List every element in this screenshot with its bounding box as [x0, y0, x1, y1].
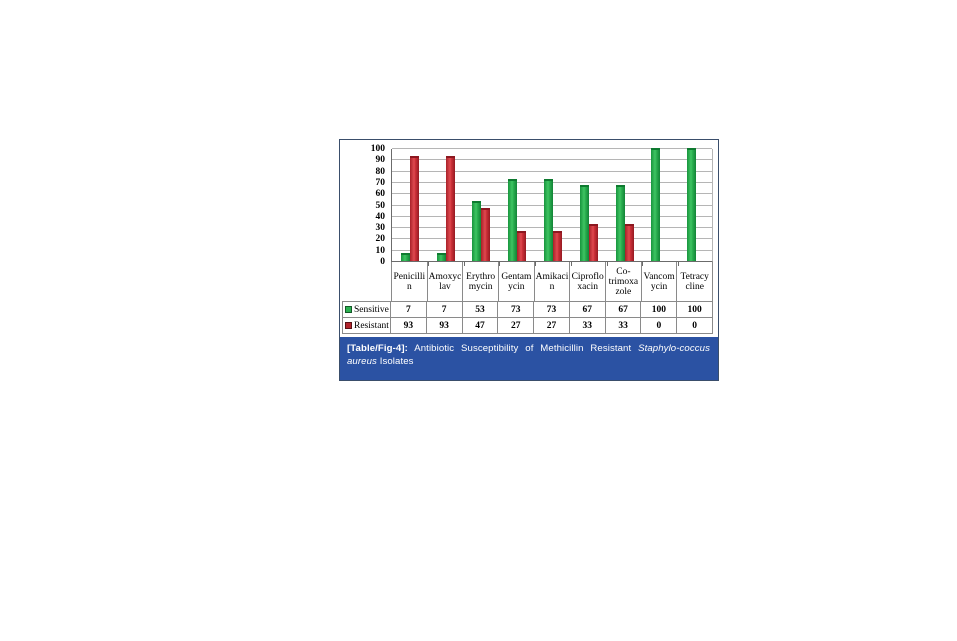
bar-resistant-amikacin [553, 230, 562, 261]
value-sensitive-amikacin: 73 [534, 302, 570, 317]
value-resistant-gentamycin: 27 [498, 318, 535, 333]
value-resistant-ciprofloxacin: 33 [570, 318, 606, 333]
figure-caption: [Table/Fig-4]: Antibiotic Susceptibility… [340, 337, 718, 380]
value-resistant-penicillin: 93 [391, 318, 427, 333]
value-resistant-amikacin: 27 [534, 318, 570, 333]
value-sensitive-vancomycin: 100 [641, 302, 678, 317]
y-tick-label-40: 40 [375, 211, 386, 222]
y-axis: 0 10 20 30 40 50 60 70 80 90 100 [340, 144, 387, 267]
value-resistant-tetracycline: 0 [677, 318, 714, 333]
category-label-co-trimoxazole: Co-trimoxa zole [606, 262, 642, 301]
caption-organism: Staphylo-coccus aureus [347, 343, 710, 367]
legend-label-resistant: Resistant [342, 318, 391, 333]
gridline-80 [392, 170, 712, 172]
y-tick-label-10: 10 [375, 245, 386, 256]
value-sensitive-penicillin: 7 [391, 302, 427, 317]
gridline-100 [392, 148, 712, 149]
value-resistant-amoxyclav: 93 [427, 318, 463, 333]
figure-table-fig4: 0 10 20 30 40 50 60 70 80 90 100 Penicilli n Amoxyc l… [339, 139, 719, 381]
y-tick-label-60: 60 [375, 189, 386, 200]
legend-series-name: Resistant [354, 320, 389, 331]
bar-sensitive-erythromycin [472, 201, 482, 261]
legend-swatch-resistant-icon [345, 322, 352, 329]
bar-sensitive-gentamycin [508, 178, 518, 261]
x-axis-tick [642, 262, 644, 266]
bar-resistant-amoxyclav [445, 155, 455, 261]
category-label-penicillin: Penicilli n [391, 262, 428, 301]
category-label-erythromycin: Erythro mycin [463, 262, 500, 301]
category-label-vancomycin: Vancom ycin [642, 262, 678, 301]
x-axis-tick [606, 262, 608, 266]
table-row-resistant: Resistant 93 93 47 27 27 33 33 0 0 [342, 318, 714, 334]
category-label-ciprofloxacin: Ciproflo xacin [570, 262, 607, 301]
value-resistant-erythromycin: 47 [463, 318, 499, 333]
bar-sensitive-amikacin [544, 178, 553, 261]
category-label-amoxyclav: Amoxyc lav [428, 262, 464, 301]
value-sensitive-ciprofloxacin: 67 [570, 302, 606, 317]
bar-sensitive-co-trimoxazole [615, 185, 625, 261]
bar-sensitive-amoxyclav [436, 253, 446, 261]
value-sensitive-tetracycline: 100 [677, 302, 714, 317]
bar-resistant-erythromycin [481, 207, 491, 261]
bar-sensitive-penicillin [400, 253, 410, 261]
category-label-gentamycin: Gentam ycin [499, 262, 535, 301]
caption-suffix: Isolates [379, 356, 414, 367]
category-label-tetracycline: Tetracy cline [677, 262, 714, 301]
value-resistant-vancomycin: 0 [641, 318, 678, 333]
y-tick-label-80: 80 [375, 166, 386, 177]
category-header-row: Penicilli n Amoxyc lav Erythro mycin Gentam yci… [391, 262, 714, 301]
table-row-sensitive: Sensitive 7 7 53 73 73 67 67 100 100 [342, 302, 714, 318]
value-sensitive-erythromycin: 53 [463, 302, 499, 317]
bar-resistant-gentamycin [517, 230, 527, 261]
value-resistant-co-trimoxazole: 33 [606, 318, 642, 333]
bar-sensitive-ciprofloxacin [579, 185, 589, 261]
plot-area [391, 148, 713, 266]
category-label-amikacin: Amikaci n [535, 262, 571, 301]
x-axis-tick [427, 262, 429, 266]
legend-label-sensitive: Sensitive [342, 302, 391, 317]
caption-text: Antibiotic Susceptibility of Methicillin… [414, 343, 632, 354]
bar-sensitive-vancomycin [651, 148, 661, 261]
caption-tag: [Table/Fig-4]: [347, 343, 408, 354]
value-sensitive-amoxyclav: 7 [427, 302, 463, 317]
bar-resistant-penicillin [409, 155, 419, 261]
y-tick-label-100: 100 [370, 144, 385, 154]
y-tick-label-30: 30 [375, 223, 386, 234]
x-axis-tick [535, 262, 537, 266]
bar-resistant-co-trimoxazole [624, 223, 634, 261]
x-axis-tick [463, 262, 465, 266]
legend-series-name: Sensitive [354, 304, 389, 315]
y-tick-label-70: 70 [375, 177, 386, 188]
value-sensitive-gentamycin: 73 [498, 302, 535, 317]
x-axis-tick [499, 262, 501, 266]
antibiotic-susceptibility-bar-chart: 0 10 20 30 40 50 60 70 80 90 100 Penicilli n Amoxyc l… [340, 140, 718, 336]
legend-swatch-sensitive-icon [345, 306, 352, 313]
x-axis-tick [678, 262, 680, 266]
y-tick-label-0: 0 [380, 257, 385, 267]
bar-resistant-ciprofloxacin [588, 223, 598, 261]
value-sensitive-co-trimoxazole: 67 [606, 302, 642, 317]
gridline-90 [392, 159, 712, 161]
y-tick-label-50: 50 [375, 200, 386, 211]
data-table-rows: Sensitive 7 7 53 73 73 67 67 100 100 Resistant 93 93… [342, 301, 714, 334]
y-tick-label-20: 20 [375, 234, 386, 245]
y-tick-label-90: 90 [375, 155, 386, 166]
bar-sensitive-tetracycline [687, 148, 697, 261]
x-axis-tick [570, 262, 572, 266]
